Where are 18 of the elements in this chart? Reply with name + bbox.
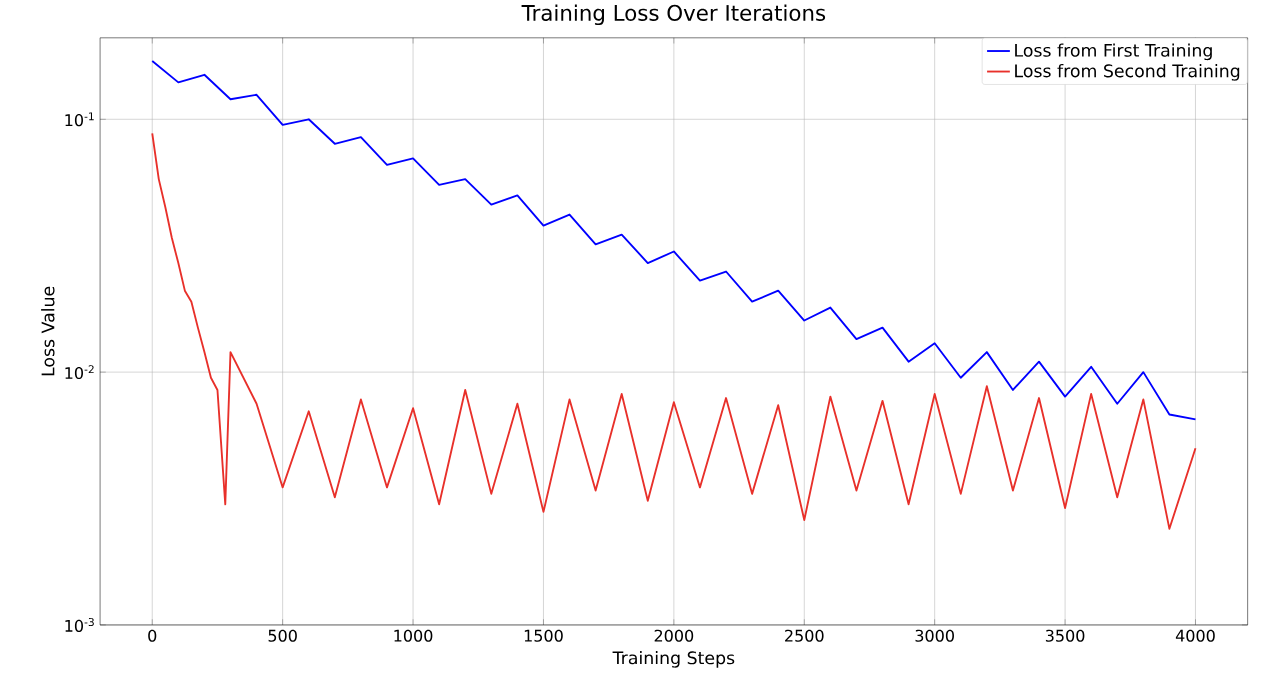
line-series [151, 132, 1197, 530]
x-axis-title: Training Steps [612, 650, 735, 668]
x-tick-label: 1500 [524, 629, 563, 642]
chart-title: Training Loss Over Iterations [521, 4, 826, 25]
x-tick-label: 2500 [785, 629, 824, 642]
x-tick-label: 2000 [654, 629, 694, 642]
x-tick-label: 3000 [915, 629, 954, 642]
x-tick-label: 3500 [1045, 629, 1085, 642]
x-tick-label: 0 [148, 629, 157, 642]
x-tick-label: 500 [268, 629, 297, 642]
y-axis-title: Loss Value [41, 286, 55, 376]
y-tick-label: 10$^{-1}$ [65, 112, 94, 127]
legend-label: Loss from First Training [1015, 43, 1212, 61]
legend-label: Loss from Second Training [1015, 63, 1240, 81]
y-tick-label: 10$^{-3}$ [65, 617, 94, 632]
x-tick-label: 1000 [394, 629, 433, 642]
x-tick-label: 4000 [1175, 629, 1215, 642]
y-tick-label: 10$^{-2}$ [65, 364, 94, 379]
